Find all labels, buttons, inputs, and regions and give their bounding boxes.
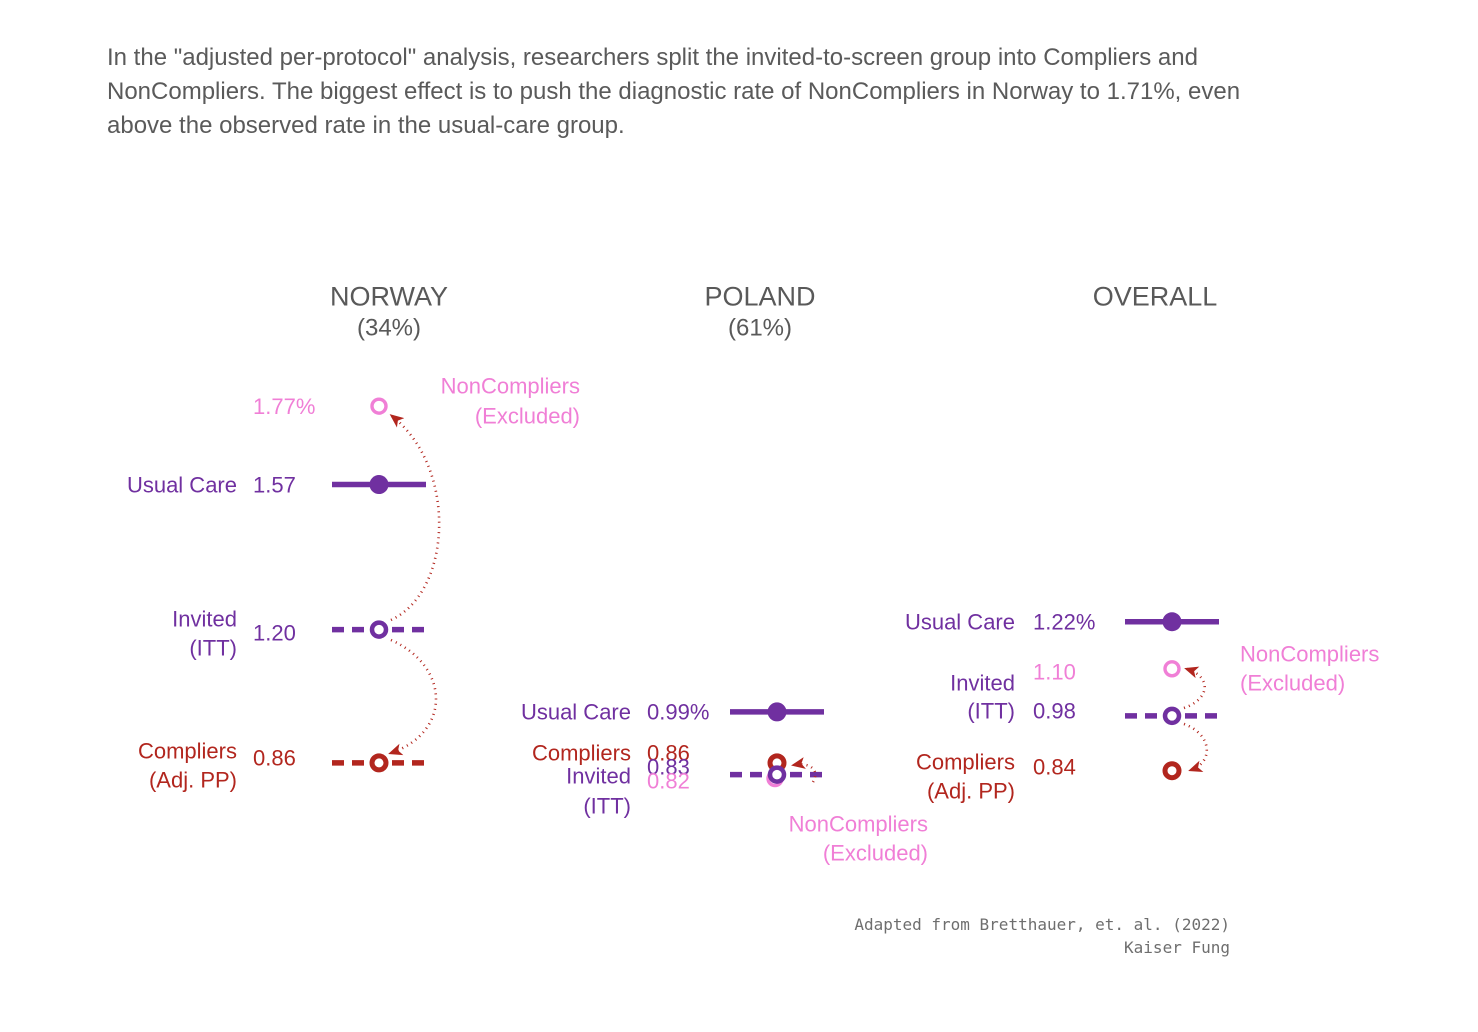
norway-invited-marker	[369, 620, 389, 639]
poland-noncompliers-label-2: (Excluded)	[823, 841, 928, 866]
norway-compliers-label-2: (Adj. PP)	[149, 768, 237, 793]
overall-invited-label-2: (ITT)	[967, 699, 1015, 724]
norway-usual-care-value: 1.57	[253, 472, 296, 497]
norway-compliers-value: 0.86	[253, 746, 296, 771]
norway-noncompliers-marker	[370, 397, 388, 415]
poland-invited-marker	[767, 765, 787, 784]
norway-noncompliers-value: 1.77%	[253, 394, 315, 419]
overall-invited-marker	[1162, 706, 1182, 726]
norway-split-arrow-down	[388, 638, 438, 756]
overall-compliers-marker	[1162, 761, 1182, 781]
overall-compliers-label-2: (Adj. PP)	[927, 779, 1015, 804]
norway-usual-care-label: Usual Care	[127, 472, 237, 497]
poland-usual-care-value: 0.99%	[647, 700, 709, 725]
norway-compliers-marker	[369, 753, 389, 773]
column-subtitle-poland: (61%)	[728, 314, 792, 341]
overall-usual-care-value: 1.22%	[1033, 609, 1095, 634]
poland-usual-care-label: Usual Care	[521, 700, 631, 725]
overall-split-arrow-up	[1183, 666, 1206, 710]
poland-invited-value: 0.83	[647, 755, 690, 780]
norway-noncompliers-label: NonCompliers	[441, 374, 580, 399]
poland-invited-label-2: (ITT)	[583, 794, 631, 819]
column-subtitle-norway: (34%)	[357, 314, 421, 341]
column-header-overall: OVERALL	[1093, 281, 1218, 311]
norway-noncompliers-label-2: (Excluded)	[475, 404, 580, 429]
overall-noncompliers-value: 1.10	[1033, 660, 1076, 685]
attribution-block: Adapted from Bretthauer, et. al. (2022) …	[854, 913, 1230, 959]
chart-description: In the "adjusted per-protocol" analysis,…	[107, 44, 1241, 139]
norway-invited-label-2: (ITT)	[189, 636, 237, 661]
overall-noncompliers-label-2: (Excluded)	[1240, 671, 1345, 696]
overall-usual-care-marker	[1162, 612, 1182, 632]
poland-noncompliers-value: 0.82	[647, 769, 690, 794]
overall-invited-value: 0.98	[1033, 699, 1076, 724]
poland-compliers-label: Compliers	[532, 741, 631, 766]
poland-noncompliers-label: NonCompliers	[789, 812, 928, 837]
author-credit: Kaiser Fung	[1124, 938, 1230, 957]
norway-invited-label: Invited	[172, 607, 237, 632]
overall-compliers-value: 0.84	[1033, 755, 1076, 780]
norway-invited-value: 1.20	[253, 621, 296, 646]
poland-invited-label: Invited	[566, 764, 631, 789]
overall-noncompliers-label: NonCompliers	[1240, 642, 1379, 667]
norway-usual-care-marker	[369, 475, 389, 495]
poland-usual-care-marker	[767, 702, 787, 722]
norway-split-arrow-up	[389, 414, 441, 622]
overall-compliers-label: Compliers	[916, 750, 1015, 775]
column-header-norway: NORWAY	[330, 281, 448, 311]
source-credit: Adapted from Bretthauer, et. al. (2022)	[854, 915, 1230, 934]
overall-usual-care-label: Usual Care	[905, 609, 1015, 634]
norway-compliers-label: Compliers	[138, 739, 237, 764]
column-header-poland: POLAND	[704, 281, 815, 311]
poland-compliers-value: 0.86	[647, 741, 690, 766]
overall-noncompliers-marker	[1163, 660, 1181, 678]
overall-split-arrow-down	[1183, 722, 1208, 773]
overall-invited-label: Invited	[950, 671, 1015, 696]
